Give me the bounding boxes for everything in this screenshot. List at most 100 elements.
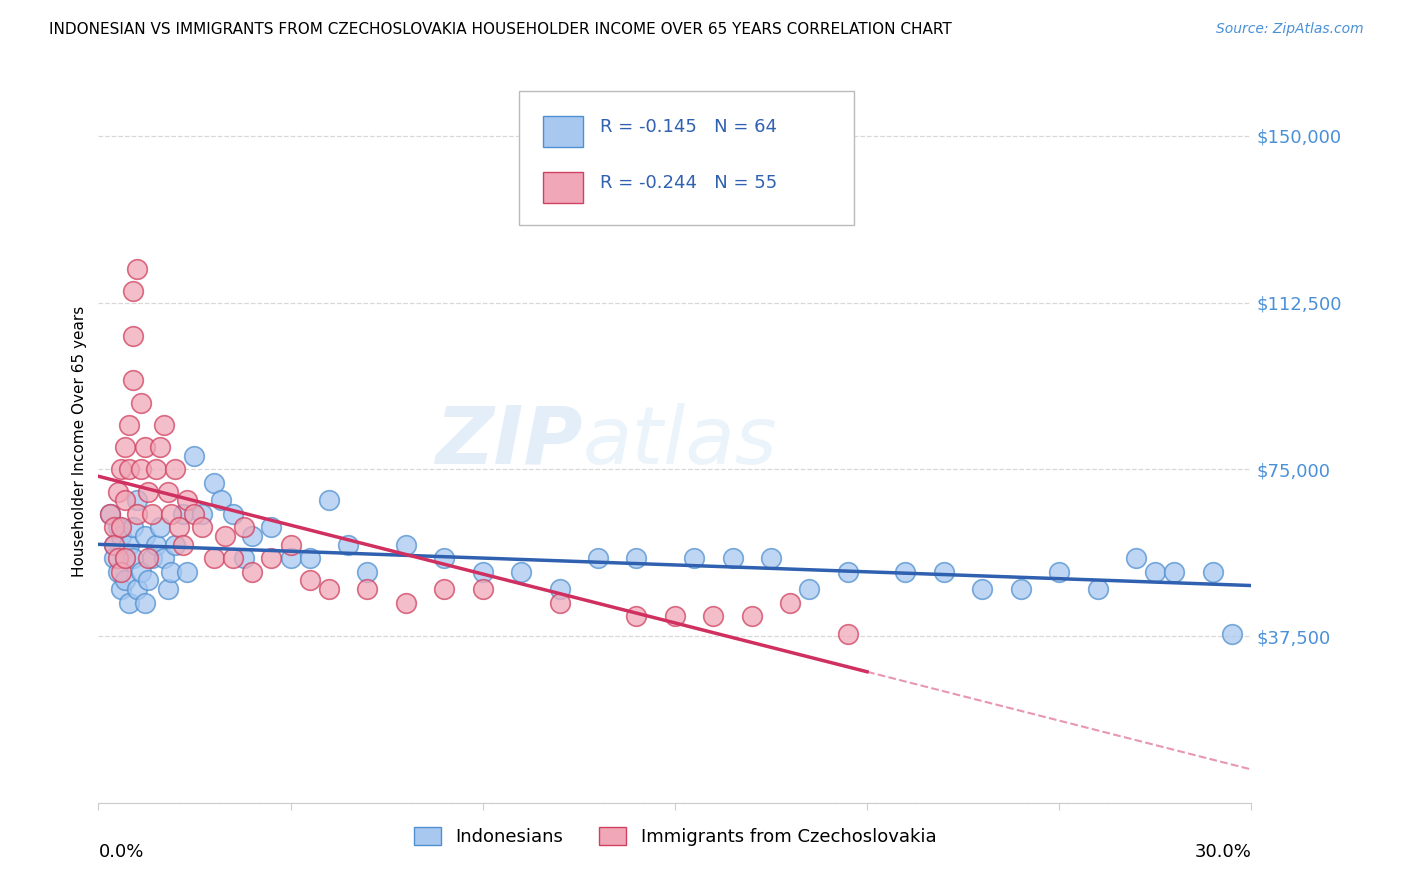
Point [125, 262, 148, 277]
Point [298, 551, 321, 566]
FancyBboxPatch shape [544, 172, 582, 203]
Text: 30.0%: 30.0% [1195, 843, 1251, 861]
Point [837, 565, 859, 579]
Point [172, 507, 194, 521]
Point [209, 493, 232, 508]
Point [172, 538, 194, 552]
Point [202, 551, 225, 566]
Point [260, 520, 283, 534]
Point [125, 507, 148, 521]
Point [134, 440, 156, 454]
Text: ZIP: ZIP [436, 402, 582, 481]
Point [129, 462, 152, 476]
Point [683, 551, 706, 566]
Point [626, 609, 648, 624]
Text: atlas: atlas [582, 402, 778, 481]
Point [110, 582, 132, 597]
Point [149, 440, 172, 454]
Point [110, 529, 132, 543]
Point [779, 596, 801, 610]
Legend: Indonesians, Immigrants from Czechoslovakia: Indonesians, Immigrants from Czechoslova… [405, 818, 945, 855]
Point [1087, 582, 1109, 597]
Text: INDONESIAN VS IMMIGRANTS FROM CZECHOSLOVAKIA HOUSEHOLDER INCOME OVER 65 YEARS CO: INDONESIAN VS IMMIGRANTS FROM CZECHOSLOV… [49, 22, 952, 37]
Point [110, 520, 132, 534]
Point [138, 484, 160, 499]
Point [233, 551, 256, 566]
Point [129, 395, 152, 409]
Point [176, 493, 198, 508]
Point [107, 565, 129, 579]
Text: R = -0.145   N = 64: R = -0.145 N = 64 [600, 118, 778, 136]
Point [1144, 565, 1167, 579]
Point [165, 462, 187, 476]
Point [626, 551, 648, 566]
Point [222, 551, 245, 566]
Point [280, 551, 302, 566]
Point [125, 582, 148, 597]
Point [433, 582, 456, 597]
Point [152, 551, 174, 566]
Point [125, 493, 148, 508]
Point [214, 529, 236, 543]
Point [138, 551, 160, 566]
FancyBboxPatch shape [519, 91, 853, 225]
Point [337, 538, 360, 552]
Text: Source: ZipAtlas.com: Source: ZipAtlas.com [1216, 22, 1364, 37]
Point [471, 565, 494, 579]
Point [118, 417, 141, 432]
Point [721, 551, 744, 566]
Point [759, 551, 782, 566]
Point [160, 565, 183, 579]
Point [280, 538, 302, 552]
Point [114, 440, 136, 454]
Point [932, 565, 955, 579]
Point [149, 520, 172, 534]
Point [356, 565, 378, 579]
Point [145, 538, 167, 552]
Point [510, 565, 533, 579]
Point [145, 462, 167, 476]
Point [741, 609, 763, 624]
Point [260, 551, 283, 566]
Point [118, 538, 141, 552]
Point [318, 582, 340, 597]
Point [114, 551, 136, 566]
Point [122, 373, 145, 387]
Point [548, 596, 571, 610]
Point [156, 484, 179, 499]
Point [1010, 582, 1032, 597]
Point [152, 417, 174, 432]
Point [103, 538, 125, 552]
Point [167, 520, 190, 534]
Point [837, 627, 859, 641]
Point [160, 507, 183, 521]
Point [134, 596, 156, 610]
Point [240, 565, 263, 579]
Point [183, 449, 205, 463]
Point [548, 582, 571, 597]
Point [118, 462, 141, 476]
Text: R = -0.244   N = 55: R = -0.244 N = 55 [600, 174, 778, 192]
Point [202, 475, 225, 490]
Point [138, 574, 160, 588]
Point [240, 529, 263, 543]
Point [191, 507, 214, 521]
Point [298, 574, 321, 588]
Point [156, 582, 179, 597]
Point [471, 582, 494, 597]
Point [1220, 627, 1243, 641]
Point [122, 551, 145, 566]
Point [664, 609, 686, 624]
Point [165, 538, 187, 552]
Point [107, 551, 129, 566]
Point [103, 520, 125, 534]
Point [972, 582, 994, 597]
Point [1202, 565, 1225, 579]
Point [395, 538, 418, 552]
Point [799, 582, 821, 597]
Point [98, 507, 121, 521]
Point [433, 551, 456, 566]
Point [1125, 551, 1147, 566]
Point [1047, 565, 1070, 579]
Point [122, 520, 145, 534]
